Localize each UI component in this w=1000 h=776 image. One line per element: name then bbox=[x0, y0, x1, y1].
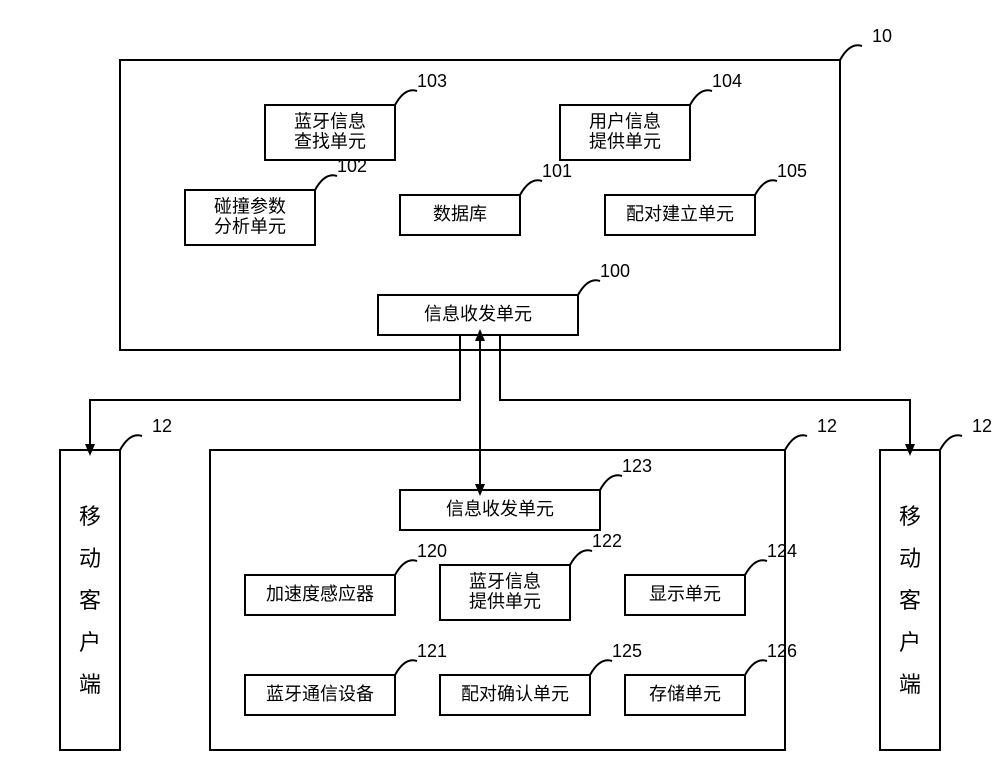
block-b100-num: 100 bbox=[600, 261, 630, 281]
mobile-client-right-char4: 端 bbox=[899, 672, 921, 697]
mobile-client-right-char3: 户 bbox=[899, 630, 921, 655]
block-b124-line0: 显示单元 bbox=[649, 584, 721, 604]
block-b124-num: 124 bbox=[767, 541, 797, 561]
mobile-client-left-char3: 户 bbox=[79, 630, 101, 655]
arrow-right bbox=[500, 335, 910, 450]
block-b122-num: 122 bbox=[592, 531, 622, 551]
mobile-client-left-char2: 客 bbox=[79, 588, 101, 613]
mobile-client-right-num: 12 bbox=[972, 416, 992, 436]
block-b101-num: 101 bbox=[542, 161, 572, 181]
mobile-client-right-callout bbox=[940, 435, 962, 450]
block-b123-num: 123 bbox=[622, 456, 652, 476]
mobile-client-right-char0: 移 bbox=[899, 504, 921, 529]
block-b101-line0: 数据库 bbox=[433, 204, 487, 224]
block-b102-line1: 分析单元 bbox=[214, 216, 286, 236]
block-b123-line0: 信息收发单元 bbox=[446, 499, 554, 519]
mobile-client-left-char0: 移 bbox=[79, 504, 101, 529]
arrow-left bbox=[90, 335, 460, 450]
container-top-num: 10 bbox=[872, 26, 892, 46]
block-b121-num: 121 bbox=[417, 641, 447, 661]
block-b104-line1: 提供单元 bbox=[589, 131, 661, 151]
block-b105-line0: 配对建立单元 bbox=[626, 204, 734, 224]
block-b104-num: 104 bbox=[712, 71, 742, 91]
container-top-callout bbox=[840, 45, 862, 60]
block-b122-line0: 蓝牙信息 bbox=[469, 571, 541, 591]
mobile-client-right-char1: 动 bbox=[899, 546, 921, 571]
block-b103-line1: 查找单元 bbox=[294, 131, 366, 151]
mobile-client-left-char4: 端 bbox=[79, 672, 101, 697]
block-b122-line1: 提供单元 bbox=[469, 591, 541, 611]
block-b103-num: 103 bbox=[417, 71, 447, 91]
block-b100-line0: 信息收发单元 bbox=[424, 304, 532, 324]
block-b102-line0: 碰撞参数 bbox=[214, 196, 286, 216]
mobile-client-left-char1: 动 bbox=[79, 546, 101, 571]
block-b126-num: 126 bbox=[767, 641, 797, 661]
block-b126-line0: 存储单元 bbox=[649, 684, 721, 704]
mobile-client-right-char2: 客 bbox=[899, 588, 921, 613]
block-b105-num: 105 bbox=[777, 161, 807, 181]
container-bottom-callout bbox=[785, 435, 807, 450]
block-b125-num: 125 bbox=[612, 641, 642, 661]
block-b121-line0: 蓝牙通信设备 bbox=[266, 684, 374, 704]
mobile-client-left-callout bbox=[120, 435, 142, 450]
block-b103-line0: 蓝牙信息 bbox=[294, 111, 366, 131]
block-b125-line0: 配对确认单元 bbox=[461, 684, 569, 704]
container-bottom-num: 12 bbox=[817, 416, 837, 436]
block-b104-line0: 用户信息 bbox=[589, 111, 661, 131]
block-b120-num: 120 bbox=[417, 541, 447, 561]
mobile-client-left-num: 12 bbox=[152, 416, 172, 436]
block-b120-line0: 加速度感应器 bbox=[266, 584, 374, 604]
